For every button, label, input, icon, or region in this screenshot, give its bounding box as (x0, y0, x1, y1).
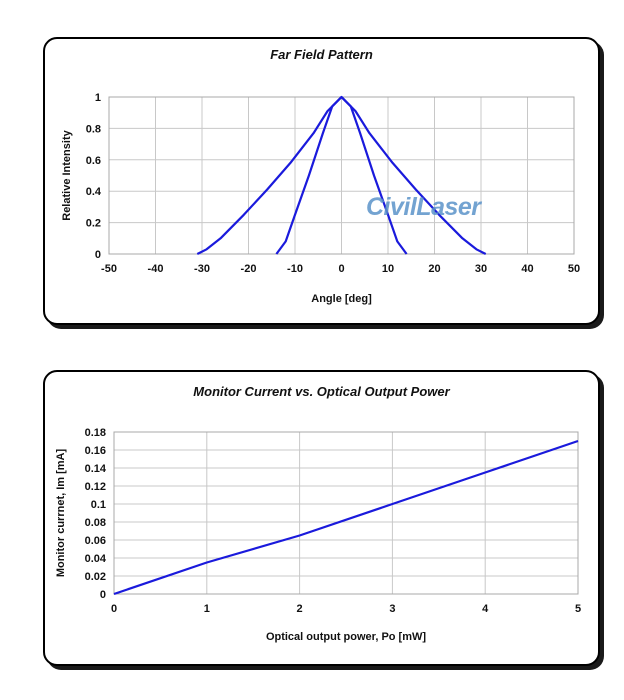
far-field-title: Far Field Pattern (270, 47, 373, 62)
y-tick-label: 0.18 (85, 427, 106, 439)
x-tick-label: 1 (204, 603, 210, 615)
y-tick-label: 0.04 (85, 553, 107, 565)
x-tick-label: 3 (389, 603, 395, 615)
x-tick-label: -40 (148, 263, 164, 275)
y-tick-label: 0.08 (85, 517, 106, 529)
x-tick-label: 20 (428, 263, 440, 275)
x-tick-label: 0 (338, 263, 344, 275)
x-tick-label: 2 (297, 603, 303, 615)
y-tick-label: 0.12 (85, 481, 106, 493)
y-tick-label: 0.6 (86, 155, 101, 167)
y-tick-label: 0.4 (86, 186, 102, 198)
y-tick-label: 0.1 (91, 499, 106, 511)
y-axis-label: Relative Intensity (61, 129, 73, 220)
x-tick-label: -10 (287, 263, 303, 275)
y-tick-label: 0.14 (85, 463, 107, 475)
x-tick-label: -20 (241, 263, 257, 275)
x-tick-label: -30 (194, 263, 210, 275)
x-tick-label: 50 (568, 263, 580, 275)
x-tick-label: -50 (101, 263, 117, 275)
y-tick-label: 0.16 (85, 445, 106, 457)
x-tick-label: 30 (475, 263, 487, 275)
series-line-1 (113, 439, 579, 596)
x-axis-label: Optical output power, Po [mW] (266, 631, 426, 643)
x-axis-label: Angle [deg] (311, 293, 372, 305)
monitor-current-panel: Monitor Current vs. Optical Output Power (43, 370, 600, 666)
y-tick-label: 0.06 (85, 535, 106, 547)
plot-area-frame (113, 431, 579, 595)
x-tick-label: 4 (482, 603, 489, 615)
x-tick-label: 0 (111, 603, 117, 615)
y-tick-label: 0.8 (86, 123, 101, 135)
y-tick-label: 0 (95, 249, 101, 261)
y-tick-label: 0.2 (86, 218, 101, 230)
monitor-current-title: Monitor Current vs. Optical Output Power (193, 384, 450, 399)
y-axis-label: Monitor currnet, Im [mA] (55, 449, 67, 578)
x-tick-label: 40 (521, 263, 533, 275)
y-tick-label: 0.02 (85, 571, 106, 583)
x-tick-label: 5 (575, 603, 581, 615)
x-tick-label: 10 (382, 263, 394, 275)
series-line-2 (275, 95, 408, 255)
watermark-logo: CivilLaser (366, 193, 481, 221)
y-tick-label: 0 (100, 589, 106, 601)
y-tick-label: 1 (95, 92, 101, 104)
far-field-panel: Far Field Pattern (43, 37, 600, 325)
